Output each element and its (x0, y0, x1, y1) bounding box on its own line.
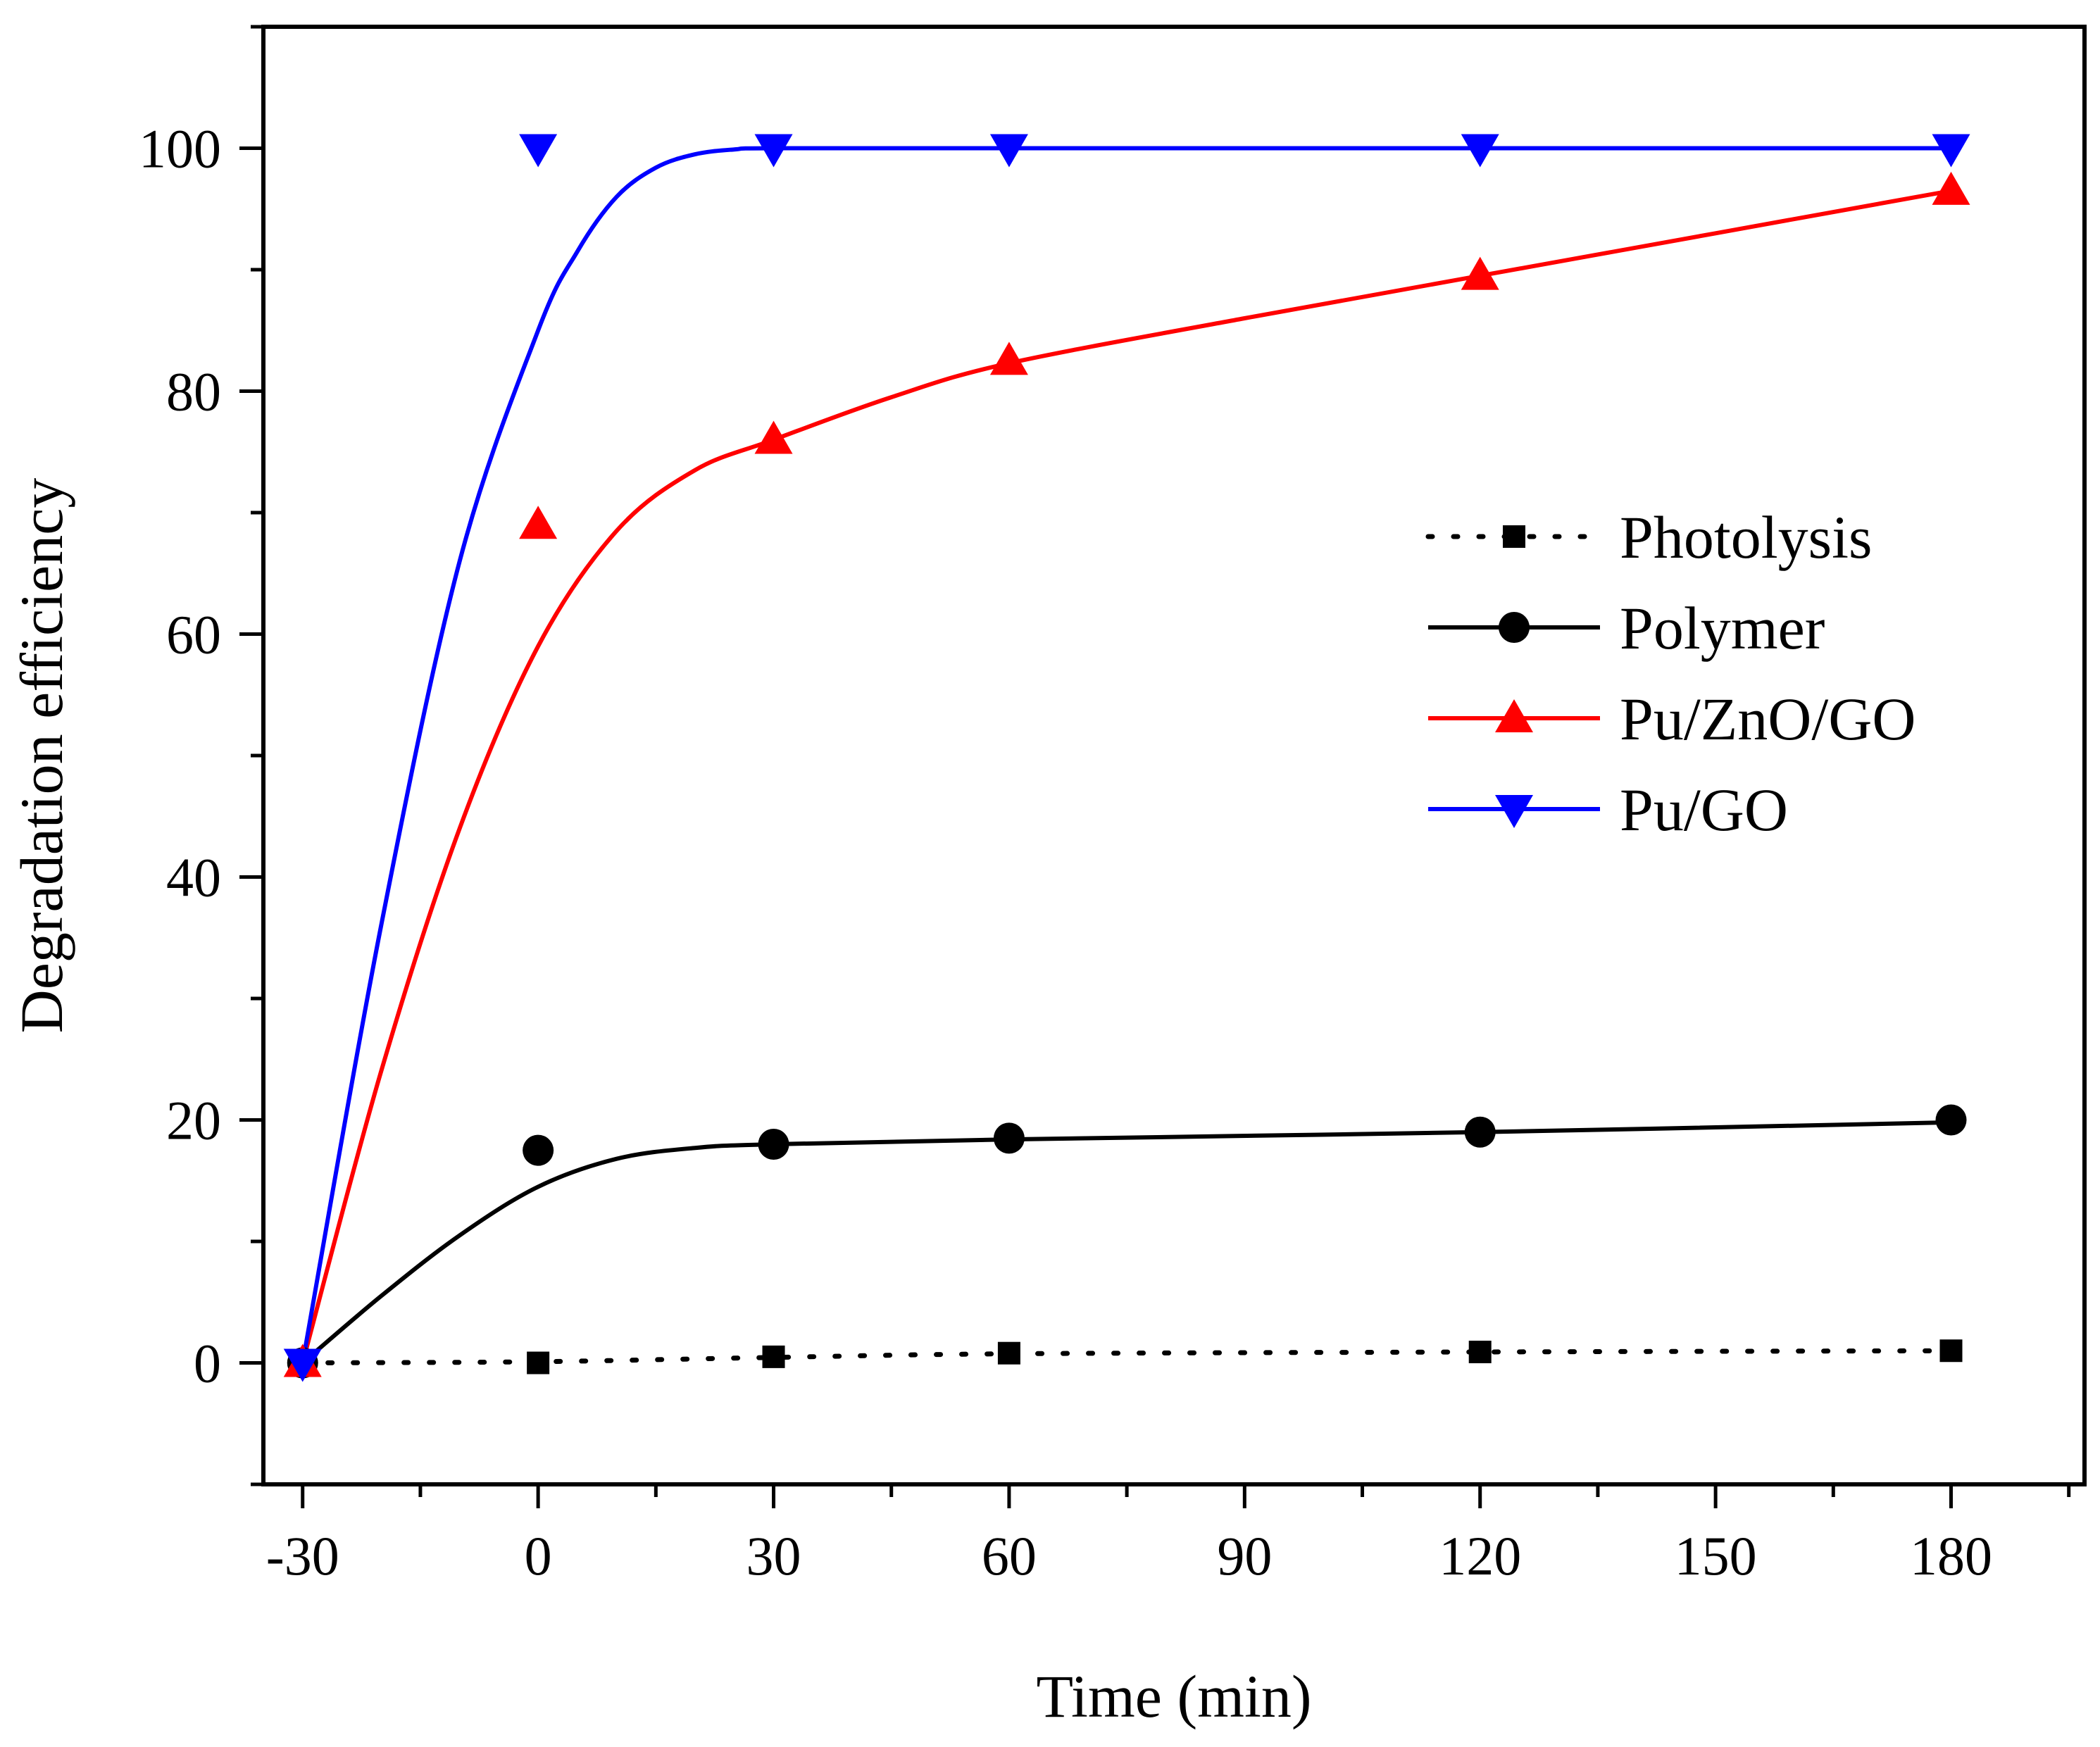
series-markers (283, 134, 1970, 1382)
legend-label-polymer: Polymer (1620, 594, 1825, 662)
data-point-photolysis (527, 1351, 550, 1375)
y-tick-label: 20 (166, 1090, 221, 1151)
legend-marker-polymer (1499, 612, 1530, 643)
data-point-pu-zno-go (519, 506, 558, 539)
x-tick-label: 120 (1439, 1525, 1521, 1586)
x-tick-label: 60 (982, 1525, 1037, 1586)
data-point-pu-go (1932, 134, 1970, 168)
x-axis-title: Time (min) (1036, 1663, 1311, 1730)
series-line-photolysis (300, 1348, 1954, 1365)
legend-marker-photolysis (1503, 525, 1525, 548)
y-axis-title: Degradation efficiency (8, 478, 75, 1034)
data-point-pu-zno-go (1932, 171, 1970, 205)
data-point-pu-go (519, 134, 558, 168)
data-point-photolysis (1939, 1339, 1963, 1363)
x-tick-label: 150 (1675, 1525, 1757, 1586)
legend-label-pu-go: Pu/GO (1620, 776, 1788, 844)
legend: Photolysis Polymer Pu/ZnO/GO Pu/GO (1425, 503, 1915, 844)
y-tick-label: 40 (166, 847, 221, 908)
data-point-pu-go (1461, 134, 1499, 168)
series-line-pu-zno-go (300, 188, 1952, 1364)
legend-label-pu-zno-go: Pu/ZnO/GO (1620, 685, 1915, 753)
legend-label-photolysis: Photolysis (1620, 503, 1872, 571)
data-point-pu-go (283, 1348, 322, 1382)
x-tick-label: 90 (1217, 1525, 1272, 1586)
y-tick-label: 0 (194, 1333, 221, 1394)
x-tick-label: 30 (746, 1525, 801, 1586)
x-tick-label: -30 (266, 1525, 339, 1586)
axis-ticks (239, 25, 2071, 1508)
legend-marker-pu-go (1495, 795, 1533, 828)
data-point-pu-zno-go (1461, 256, 1499, 290)
series-line-pu-go (300, 146, 1951, 1364)
data-point-polymer (1935, 1104, 1967, 1136)
data-point-photolysis (762, 1345, 785, 1368)
data-point-pu-zno-go (989, 342, 1028, 375)
data-point-photolysis (1468, 1340, 1492, 1363)
x-tick-label: 180 (1910, 1525, 1992, 1586)
data-point-polymer (523, 1134, 554, 1166)
data-point-polymer (1464, 1116, 1496, 1148)
y-tick-label: 60 (166, 604, 221, 665)
data-point-pu-zno-go (754, 420, 793, 454)
y-tick-label: 80 (166, 361, 221, 422)
x-tick-label: 0 (525, 1525, 552, 1586)
legend-marker-pu-zno-go (1495, 699, 1533, 732)
data-point-pu-go (754, 134, 793, 168)
series-curves (300, 146, 1954, 1365)
data-point-photolysis (997, 1341, 1020, 1365)
plot-frame (261, 25, 2087, 1486)
data-point-pu-go (989, 134, 1028, 168)
axis-tick-labels: -30 0 30 60 90 120 150 180 0 20 40 60 80 100 (139, 118, 1992, 1587)
y-tick-label: 100 (139, 118, 221, 180)
data-point-polymer (758, 1129, 789, 1160)
data-point-polymer (993, 1122, 1025, 1154)
